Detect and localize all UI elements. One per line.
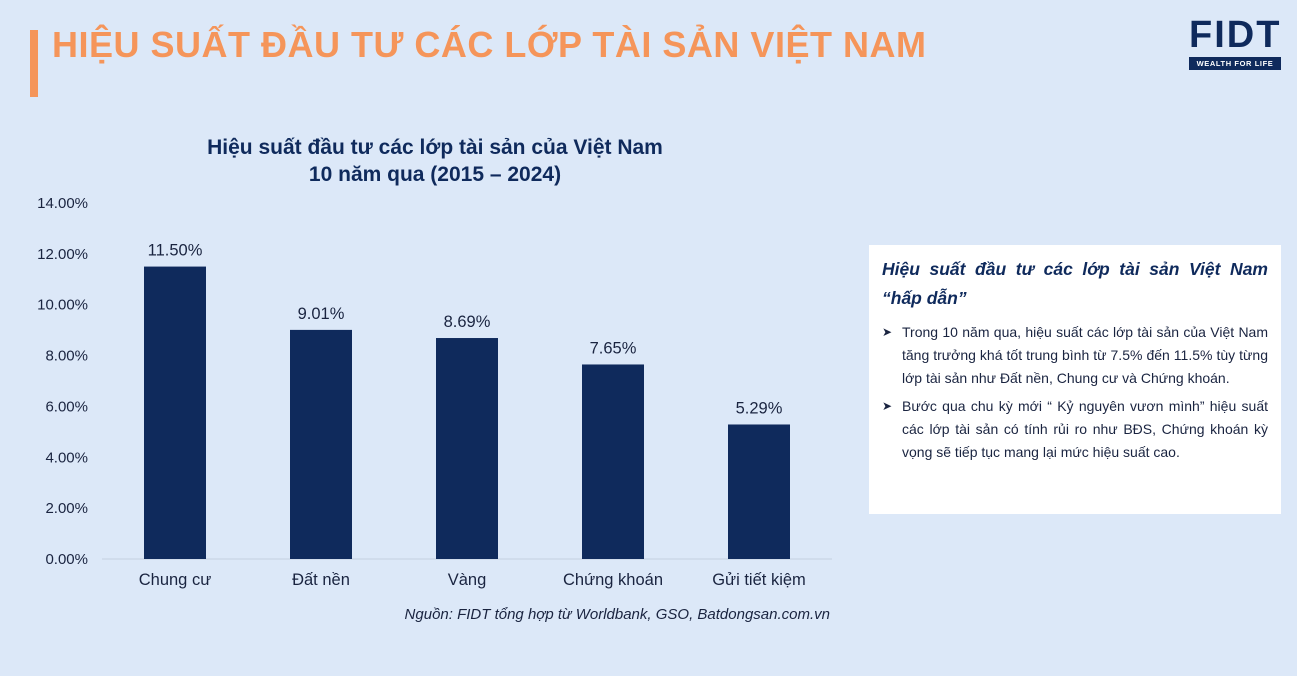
arrow-bullet-icon: ➤ bbox=[882, 399, 893, 413]
x-tick-label: Vàng bbox=[448, 571, 487, 589]
insight-panel: Hiệu suất đầu tư các lớp tài sản Việt Na… bbox=[869, 245, 1281, 514]
panel-heading: Hiệu suất đầu tư các lớp tài sản Việt Na… bbox=[882, 259, 1268, 308]
data-label: 11.50% bbox=[148, 242, 203, 260]
title-accent-bar bbox=[30, 30, 38, 97]
y-tick-label: 14.00% bbox=[37, 195, 88, 212]
chart-title: Hiệu suất đầu tư các lớp tài sản của Việ… bbox=[150, 134, 720, 188]
bar bbox=[436, 338, 498, 559]
logo-tagline: WEALTH FOR LIFE bbox=[1189, 57, 1281, 70]
x-tick-label: Gửi tiết kiệm bbox=[712, 571, 806, 589]
arrow-bullet-icon: ➤ bbox=[882, 325, 893, 339]
bar bbox=[290, 329, 352, 559]
data-label: 7.65% bbox=[590, 339, 637, 357]
bar bbox=[144, 266, 206, 559]
bullet-list: ➤ Trong 10 năm qua, hiệu suất các lớp tà… bbox=[882, 321, 1268, 464]
x-tick-label: Đất nền bbox=[292, 571, 350, 589]
chart-subtitle-line: 10 năm qua (2015 – 2024) bbox=[308, 163, 562, 186]
bar bbox=[582, 364, 644, 559]
source-note: Nguồn: FIDT tổng hợp từ Worldbank, GSO, … bbox=[404, 606, 830, 623]
data-label: 5.29% bbox=[736, 399, 783, 417]
bullet-item: ➤ Bước qua chu kỳ mới “ Kỷ nguyên vươn m… bbox=[882, 395, 1268, 464]
chart-title-line: Hiệu suất đầu tư các lớp tài sản của Việ… bbox=[207, 136, 663, 159]
logo-text: FIDT bbox=[1189, 14, 1282, 56]
y-tick-label: 0.00% bbox=[45, 551, 88, 568]
y-tick-label: 10.00% bbox=[37, 297, 88, 314]
y-tick-label: 4.00% bbox=[45, 449, 88, 466]
y-tick-label: 12.00% bbox=[37, 246, 88, 263]
bullet-text: Bước qua chu kỳ mới “ Kỷ nguyên vươn mìn… bbox=[902, 398, 1268, 460]
y-tick-label: 6.00% bbox=[45, 398, 88, 415]
x-tick-label: Chứng khoán bbox=[563, 571, 663, 589]
bar bbox=[728, 424, 790, 559]
data-label: 9.01% bbox=[298, 305, 345, 323]
data-label: 8.69% bbox=[444, 313, 491, 331]
y-tick-label: 2.00% bbox=[45, 500, 88, 517]
bullet-item: ➤ Trong 10 năm qua, hiệu suất các lớp tà… bbox=[882, 321, 1268, 390]
x-tick-label: Chung cư bbox=[139, 571, 212, 589]
bullet-text: Trong 10 năm qua, hiệu suất các lớp tài … bbox=[902, 324, 1268, 386]
page-title: HIỆU SUẤT ĐẦU TƯ CÁC LỚP TÀI SẢN VIỆT NA… bbox=[52, 24, 927, 65]
fidt-logo: FIDT WEALTH FOR LIFE bbox=[1189, 16, 1281, 72]
y-tick-label: 8.00% bbox=[45, 348, 88, 365]
